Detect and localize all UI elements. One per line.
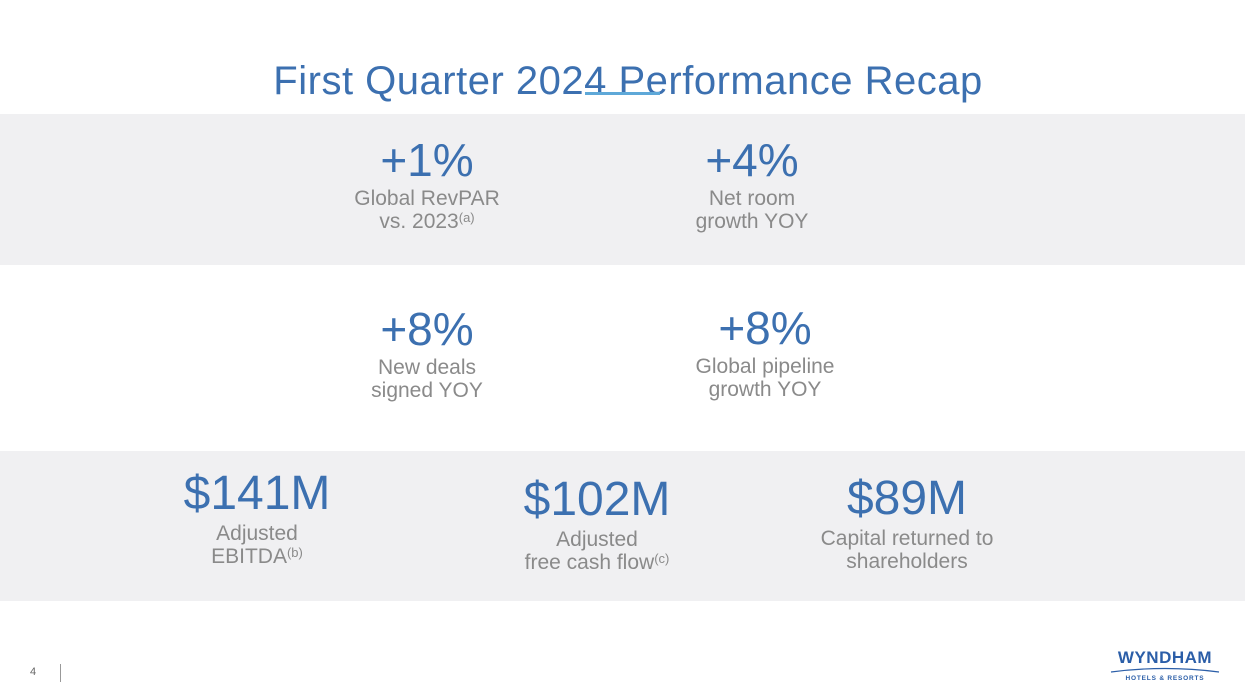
metric-value: +8% [718,302,812,354]
metric-label: Global pipeline growth YOY [695,355,835,401]
metrics-band-top [0,114,1245,265]
metric-value: +1% [380,134,474,186]
metric-label: Adjusted free cash flow(c) [524,528,670,574]
metric-value: +4% [705,134,799,186]
logo-tagline: HOTELS & RESORTS [1125,675,1205,682]
logo-wordmark: WYNDHAM [1117,648,1213,667]
footnote-marker: (b) [286,545,303,560]
page-title: First Quarter 2024 Performance Recap [273,58,983,103]
metric-net-room-growth: +4% Net room growth YOY [696,137,809,233]
metric-label: Global RevPAR vs. 2023(a) [354,187,500,233]
footnote-marker: (a) [458,210,475,225]
metric-global-pipeline: +8% Global pipeline growth YOY [696,305,835,401]
metric-label: Capital returned to shareholders [820,527,994,573]
metric-adjusted-ebitda: $141M Adjusted EBITDA(b) [183,467,331,569]
metric-value: $141M [183,467,331,520]
metric-label: Net room growth YOY [695,187,809,233]
page-number: 4 [30,666,37,678]
metric-value: $102M [523,473,671,526]
wyndham-logo: WYNDHAM HOTELS & RESORTS [1103,648,1227,688]
footer-divider [60,664,61,682]
metric-label: New deals signed YOY [371,356,483,402]
metric-value: +8% [380,303,474,355]
metric-label: Adjusted EBITDA(b) [211,522,303,568]
footnote-marker: (c) [654,551,670,566]
title-underline [585,92,660,95]
metric-value: $89M [846,472,968,525]
metric-new-deals: +8% New deals signed YOY [371,306,483,402]
metric-capital-returned: $89M Capital returned to shareholders [820,472,994,574]
metrics-band-bottom [0,451,1245,601]
metric-revpar: +1% Global RevPAR vs. 2023(a) [354,137,500,233]
metric-adjusted-free-cash-flow: $102M Adjusted free cash flow(c) [523,473,671,575]
logo-swoosh-icon [1110,667,1220,673]
